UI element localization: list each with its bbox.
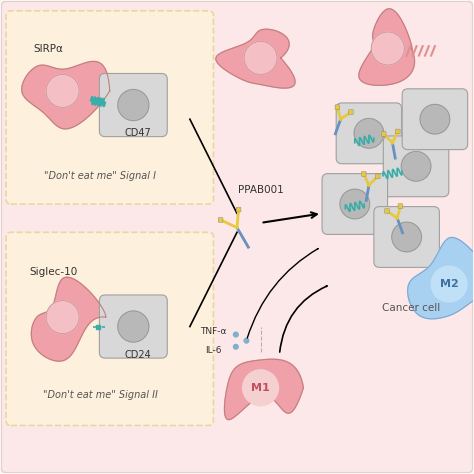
FancyBboxPatch shape (374, 207, 439, 267)
FancyBboxPatch shape (100, 295, 167, 358)
FancyBboxPatch shape (402, 89, 468, 150)
Text: TNF-α: TNF-α (200, 327, 227, 336)
Circle shape (401, 152, 431, 181)
Text: SIRPα: SIRPα (34, 44, 64, 54)
Text: M1: M1 (251, 383, 270, 393)
FancyBboxPatch shape (236, 207, 241, 212)
FancyBboxPatch shape (6, 11, 213, 204)
Text: Siglec-10: Siglec-10 (29, 267, 77, 277)
FancyBboxPatch shape (382, 132, 386, 137)
Text: PPAB001: PPAB001 (237, 185, 283, 195)
FancyBboxPatch shape (100, 73, 167, 137)
FancyBboxPatch shape (336, 103, 401, 164)
Polygon shape (225, 359, 303, 419)
Circle shape (234, 332, 238, 337)
Circle shape (371, 32, 404, 65)
Circle shape (234, 345, 238, 349)
FancyBboxPatch shape (375, 174, 380, 179)
Circle shape (431, 266, 467, 302)
FancyBboxPatch shape (398, 204, 403, 209)
Circle shape (118, 311, 149, 342)
Text: M2: M2 (440, 279, 458, 289)
Text: CD47: CD47 (125, 128, 151, 138)
Circle shape (392, 222, 421, 252)
FancyBboxPatch shape (335, 105, 340, 109)
Polygon shape (22, 62, 110, 129)
Circle shape (420, 104, 450, 134)
Text: Cancer cell: Cancer cell (382, 303, 440, 313)
FancyBboxPatch shape (322, 173, 388, 235)
Text: "Don't eat me" Signal II: "Don't eat me" Signal II (43, 390, 158, 400)
Polygon shape (408, 237, 474, 319)
Polygon shape (359, 9, 415, 85)
FancyBboxPatch shape (395, 129, 400, 134)
FancyArrowPatch shape (247, 248, 318, 338)
FancyBboxPatch shape (6, 232, 213, 426)
Circle shape (244, 41, 277, 74)
FancyBboxPatch shape (218, 218, 223, 222)
FancyBboxPatch shape (348, 109, 353, 114)
Circle shape (354, 118, 384, 148)
Circle shape (244, 338, 249, 343)
FancyArrowPatch shape (280, 286, 327, 352)
Text: IL-6: IL-6 (205, 346, 222, 355)
Polygon shape (31, 277, 106, 361)
Text: "Don't eat me" Signal I: "Don't eat me" Signal I (45, 171, 156, 181)
FancyBboxPatch shape (385, 209, 389, 213)
Circle shape (340, 189, 370, 219)
FancyBboxPatch shape (361, 172, 366, 176)
Text: CD24: CD24 (125, 350, 151, 360)
Circle shape (244, 371, 277, 404)
Circle shape (118, 90, 149, 120)
Circle shape (46, 74, 79, 108)
Polygon shape (216, 29, 295, 88)
Circle shape (243, 370, 278, 406)
FancyBboxPatch shape (383, 136, 449, 197)
Circle shape (46, 301, 79, 334)
